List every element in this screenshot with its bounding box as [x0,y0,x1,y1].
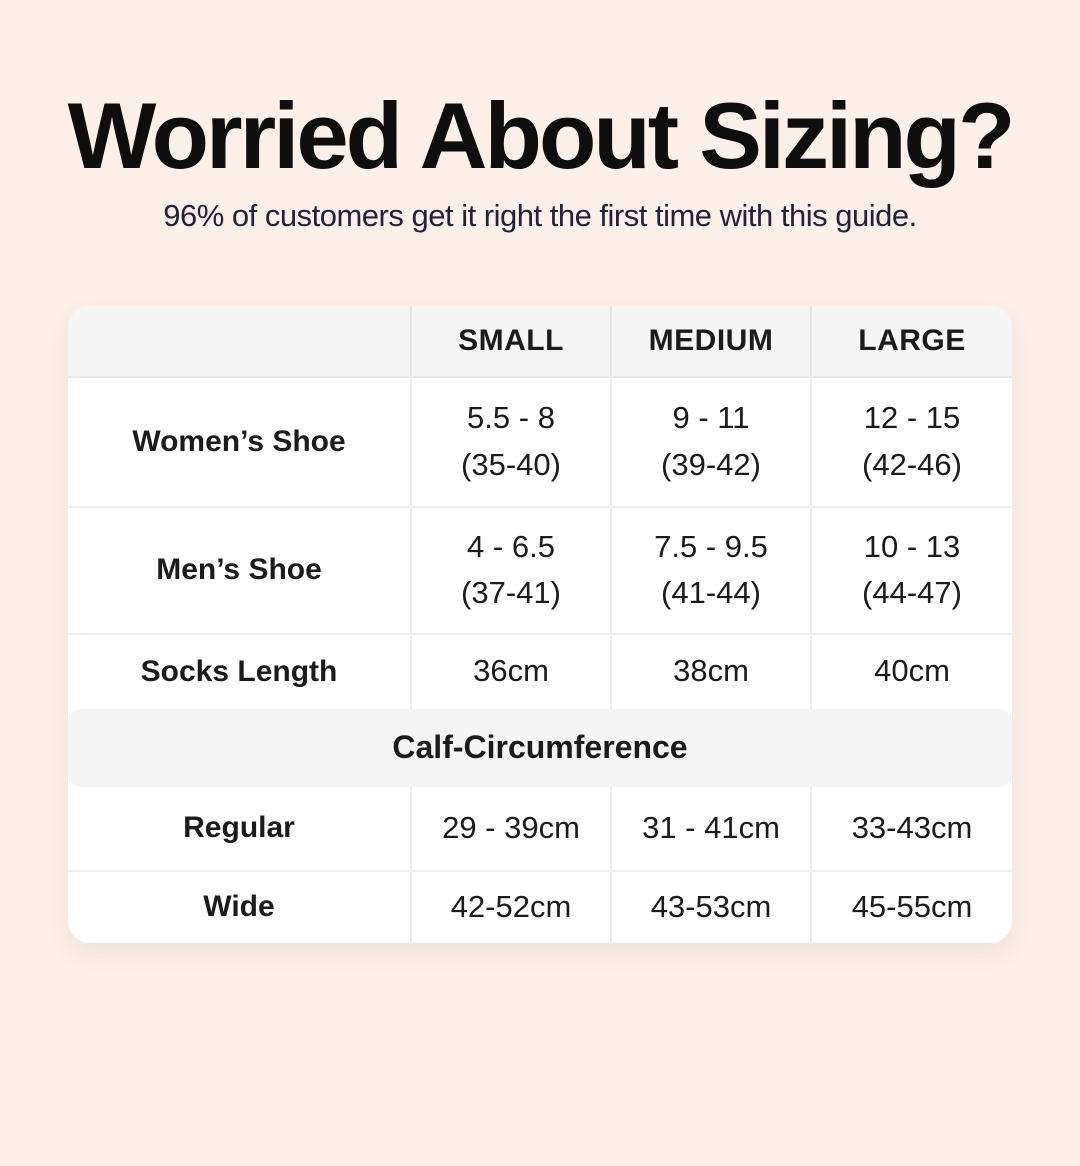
size-value: 45-55cm [851,888,973,924]
cell-regular-large: 33-43cm [810,786,1012,870]
row-label-regular: Regular [183,811,295,845]
table-row-mens-shoe: Men’s Shoe 4 - 6.5 (37-41) 7.5 - 9.5 (41… [68,505,1012,633]
size-value: 42-52cm [450,888,572,924]
size-value: 38cm [673,653,749,689]
cell-wide-large: 45-55cm [810,871,1012,943]
cell-regular-medium: 31 - 41cm [610,786,810,870]
page-title: Worried About Sizing? [67,83,1016,188]
cell-mens-small: 4 - 6.5 (37-41) [410,507,610,633]
section-title: Calf-Circumference [392,729,688,766]
cell-socks-small: 36cm [410,634,610,709]
size-value-eu: (41-44) [661,575,761,611]
cell-socks-medium: 38cm [610,634,810,709]
table-row-regular: Regular 29 - 39cm 31 - 41cm 33-43cm [68,786,1012,870]
size-value: 33-43cm [851,809,973,845]
table-row-womens-shoe: Women’s Shoe 5.5 - 8 (35-40) 9 - 11 (39-… [68,377,1012,506]
cell-wide-small: 42-52cm [410,871,610,943]
section-header-calf-circumference: Calf-Circumference [68,708,1012,787]
size-value-eu: (44-47) [862,575,962,611]
cell-socks-large: 40cm [810,634,1012,709]
size-value: 29 - 39cm [442,809,580,845]
size-value-eu: (42-46) [862,446,962,482]
size-value-eu: (35-40) [461,446,561,482]
cell-regular-small: 29 - 39cm [410,786,610,870]
cell-womens-small: 5.5 - 8 (35-40) [410,377,610,506]
row-label-mens-shoe: Men’s Shoe [156,553,322,587]
row-label-womens-shoe: Women’s Shoe [132,424,346,458]
cell-mens-medium: 7.5 - 9.5 (41-44) [610,507,810,633]
size-value: 40cm [874,653,950,689]
table-row-wide: Wide 42-52cm 43-53cm 45-55cm [68,869,1012,943]
size-value: 9 - 11 [672,400,750,436]
size-value: 12 - 15 [863,400,961,436]
size-value-eu: (39-42) [661,446,761,482]
column-header-large: LARGE [810,305,1012,376]
cell-wide-medium: 43-53cm [610,871,810,943]
page-subtitle: 96% of customers get it right the first … [163,197,917,233]
cell-womens-medium: 9 - 11 (39-42) [610,377,810,506]
cell-womens-large: 12 - 15 (42-46) [810,377,1012,506]
size-value: 36cm [473,653,549,689]
size-value: 5.5 - 8 [467,400,555,436]
row-label-wide: Wide [203,890,275,924]
sizing-guide-page: Worried About Sizing? 96% of customers g… [0,86,1080,943]
size-value: 10 - 13 [863,528,961,564]
row-label-socks-length: Socks Length [140,654,338,688]
size-value: 7.5 - 9.5 [654,528,768,564]
size-value: 4 - 6.5 [467,528,555,564]
header-empty-cell [68,306,410,376]
column-header-small: SMALL [410,305,610,376]
size-chart-card: SMALL MEDIUM LARGE Women’s Shoe 5.5 - 8 … [68,305,1012,943]
size-value: 43-53cm [650,888,772,924]
table-header-row: SMALL MEDIUM LARGE [68,305,1012,378]
size-value: 31 - 41cm [642,809,780,845]
column-header-medium: MEDIUM [610,305,810,376]
cell-mens-large: 10 - 13 (44-47) [810,507,1012,633]
size-value-eu: (37-41) [461,575,561,611]
table-row-socks-length: Socks Length 36cm 38cm 40cm [68,632,1012,709]
